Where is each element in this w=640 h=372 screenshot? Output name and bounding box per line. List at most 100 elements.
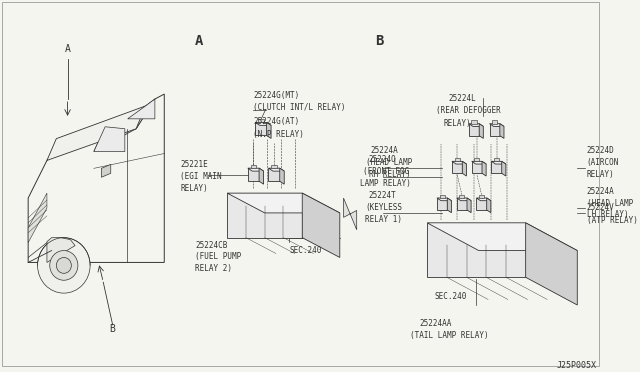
Text: B: B [376, 33, 384, 48]
Polygon shape [457, 198, 471, 201]
Polygon shape [47, 106, 145, 160]
Text: A: A [65, 45, 70, 54]
Polygon shape [457, 198, 467, 210]
Text: 25224O: 25224O [368, 155, 396, 164]
Polygon shape [472, 121, 477, 124]
Polygon shape [440, 195, 445, 198]
Polygon shape [427, 223, 525, 277]
Polygon shape [251, 164, 256, 168]
Polygon shape [268, 168, 284, 171]
Text: RELAY): RELAY) [443, 119, 471, 128]
Polygon shape [94, 127, 125, 151]
Polygon shape [492, 161, 506, 164]
Text: 25224A: 25224A [371, 146, 399, 155]
Text: (HEAD LAMP: (HEAD LAMP [366, 158, 412, 167]
Polygon shape [476, 198, 486, 210]
Text: RELAY 2): RELAY 2) [195, 264, 232, 273]
Polygon shape [479, 195, 484, 198]
Polygon shape [344, 198, 356, 230]
Polygon shape [28, 193, 47, 243]
Text: RELAY): RELAY) [180, 184, 208, 193]
Polygon shape [248, 168, 259, 181]
Polygon shape [427, 223, 577, 251]
Polygon shape [502, 161, 506, 176]
Text: RELAY): RELAY) [587, 170, 614, 179]
Polygon shape [437, 198, 451, 201]
Text: 25224G(MT): 25224G(MT) [253, 91, 300, 100]
Polygon shape [476, 198, 491, 201]
Polygon shape [486, 198, 491, 213]
Text: (REAR DEFOGGER: (REAR DEFOGGER [436, 106, 501, 115]
Text: 25224T: 25224T [369, 192, 397, 201]
Polygon shape [437, 198, 447, 210]
Polygon shape [469, 124, 483, 126]
Text: LH RELAY): LH RELAY) [587, 211, 628, 219]
Text: 25224CB: 25224CB [195, 241, 228, 250]
Polygon shape [469, 124, 479, 136]
Polygon shape [227, 193, 302, 238]
Text: (KEYLESS: (KEYLESS [365, 203, 402, 212]
Text: 25221E: 25221E [180, 160, 208, 169]
Circle shape [50, 251, 78, 280]
Text: SEC.240: SEC.240 [289, 247, 321, 256]
Polygon shape [28, 94, 164, 262]
Text: (FUEL PUMP: (FUEL PUMP [195, 253, 241, 262]
Polygon shape [494, 158, 499, 161]
Text: (TAIL LAMP RELAY): (TAIL LAMP RELAY) [410, 331, 489, 340]
Polygon shape [268, 168, 280, 181]
Polygon shape [452, 161, 467, 164]
Text: (HEAD LAMP: (HEAD LAMP [587, 199, 633, 208]
Polygon shape [259, 168, 264, 184]
Text: B: B [109, 324, 116, 334]
Text: (N.P RELAY): (N.P RELAY) [253, 130, 304, 139]
Polygon shape [255, 122, 267, 135]
Polygon shape [447, 198, 451, 213]
Text: 25224L: 25224L [449, 94, 476, 103]
Polygon shape [94, 99, 155, 151]
Polygon shape [462, 161, 467, 176]
Polygon shape [492, 121, 497, 124]
Text: (AIRCON: (AIRCON [587, 158, 619, 167]
Polygon shape [472, 161, 486, 164]
Text: 25224G(AT): 25224G(AT) [253, 117, 300, 126]
Circle shape [56, 257, 71, 273]
Text: (FRONT FOG: (FRONT FOG [364, 167, 410, 176]
Polygon shape [227, 193, 340, 213]
Text: J25P005X: J25P005X [556, 362, 596, 371]
Polygon shape [474, 158, 479, 161]
Polygon shape [490, 124, 500, 136]
Polygon shape [255, 122, 271, 125]
Polygon shape [127, 99, 155, 119]
Polygon shape [490, 124, 504, 126]
Text: RH RELAY): RH RELAY) [369, 170, 410, 179]
Polygon shape [47, 238, 75, 262]
Text: (ATP RELAY): (ATP RELAY) [587, 216, 637, 225]
Text: A: A [195, 33, 204, 48]
Polygon shape [267, 122, 271, 138]
Polygon shape [472, 161, 482, 173]
Polygon shape [460, 195, 465, 198]
Polygon shape [271, 164, 277, 168]
Circle shape [38, 238, 90, 293]
Polygon shape [500, 124, 504, 138]
Polygon shape [482, 161, 486, 176]
Polygon shape [258, 119, 264, 122]
Text: (CLUTCH INT/L RELAY): (CLUTCH INT/L RELAY) [253, 103, 346, 112]
Text: (EGI MAIN: (EGI MAIN [180, 172, 222, 181]
Text: LAMP RELAY): LAMP RELAY) [360, 179, 410, 187]
Polygon shape [248, 168, 264, 171]
Polygon shape [467, 198, 471, 213]
Polygon shape [479, 124, 483, 138]
Polygon shape [492, 161, 502, 173]
Polygon shape [452, 161, 462, 173]
Text: 25224V: 25224V [587, 203, 614, 212]
Polygon shape [302, 193, 340, 257]
Polygon shape [454, 158, 460, 161]
Text: 25224D: 25224D [587, 146, 614, 155]
Text: 25224AA: 25224AA [420, 319, 452, 328]
Polygon shape [525, 223, 577, 305]
Polygon shape [101, 164, 111, 177]
Text: RELAY 1): RELAY 1) [365, 215, 402, 224]
Text: SEC.240: SEC.240 [435, 292, 467, 301]
Polygon shape [280, 168, 284, 184]
